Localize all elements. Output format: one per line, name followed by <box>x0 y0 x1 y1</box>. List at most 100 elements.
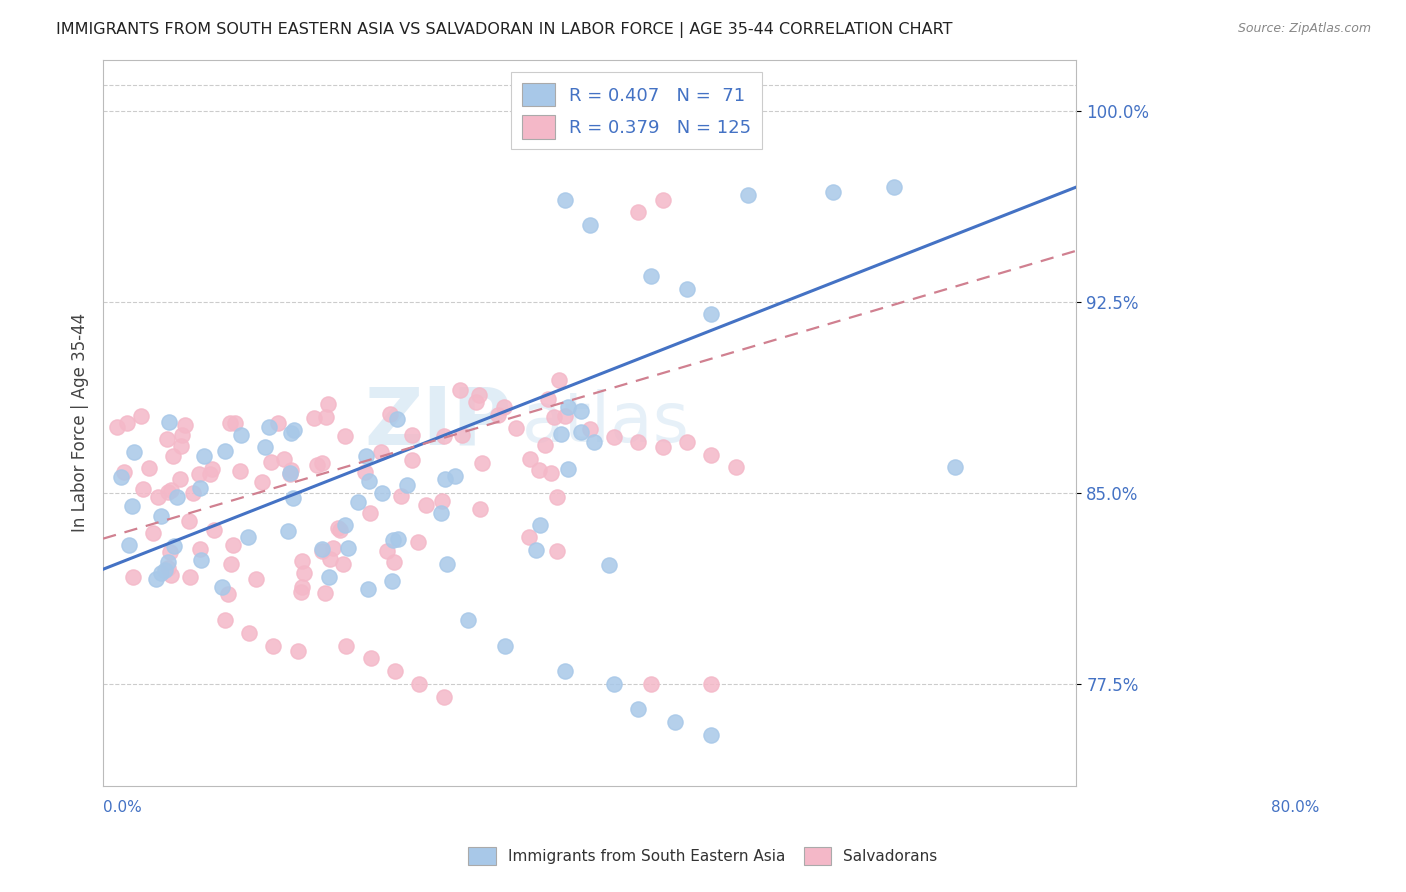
Point <box>287 644 309 658</box>
Point <box>231 428 253 442</box>
Point <box>202 523 225 537</box>
Point <box>292 566 315 580</box>
Point <box>457 613 479 627</box>
Point <box>433 690 456 704</box>
Point <box>540 467 562 481</box>
Point <box>224 416 246 430</box>
Point <box>640 677 662 691</box>
Point <box>124 444 146 458</box>
Point <box>354 465 377 479</box>
Point <box>384 664 406 678</box>
Point <box>214 613 236 627</box>
Point <box>281 491 304 505</box>
Point <box>464 394 486 409</box>
Point <box>436 557 458 571</box>
Point <box>387 532 409 546</box>
Point <box>188 467 211 481</box>
Point <box>444 469 467 483</box>
Point <box>149 509 172 524</box>
Point <box>260 455 283 469</box>
Y-axis label: In Labor Force | Age 35-44: In Labor Force | Age 35-44 <box>72 313 89 533</box>
Point <box>219 417 242 431</box>
Point <box>557 401 579 415</box>
Point <box>262 639 284 653</box>
Point <box>156 561 179 575</box>
Point <box>311 456 333 470</box>
Point <box>583 435 606 450</box>
Point <box>162 449 184 463</box>
Point <box>823 185 845 199</box>
Point <box>449 384 471 398</box>
Point <box>159 568 181 582</box>
Point <box>311 541 333 556</box>
Point <box>401 453 423 467</box>
Point <box>651 440 673 454</box>
Text: 0.0%: 0.0% <box>103 800 142 815</box>
Point <box>335 639 357 653</box>
Point <box>160 483 183 497</box>
Point <box>401 428 423 442</box>
Point <box>527 463 550 477</box>
Point <box>267 416 290 430</box>
Point <box>546 544 568 558</box>
Point <box>389 489 412 503</box>
Point <box>640 269 662 284</box>
Point <box>578 103 600 118</box>
Point <box>326 521 349 535</box>
Point <box>283 423 305 437</box>
Point <box>700 307 723 321</box>
Point <box>238 626 260 640</box>
Point <box>550 426 572 441</box>
Point <box>318 570 340 584</box>
Point <box>156 432 179 446</box>
Point <box>434 471 457 485</box>
Point <box>173 418 195 433</box>
Point <box>122 570 145 584</box>
Point <box>700 677 723 691</box>
Point <box>554 193 576 207</box>
Point <box>238 530 260 544</box>
Point <box>387 411 409 425</box>
Point <box>211 580 233 594</box>
Point <box>543 409 565 424</box>
Point <box>250 475 273 489</box>
Point <box>627 434 650 449</box>
Point <box>190 553 212 567</box>
Point <box>105 420 128 434</box>
Point <box>603 430 626 444</box>
Point <box>159 545 181 559</box>
Point <box>132 482 155 496</box>
Point <box>188 481 211 495</box>
Point <box>524 543 547 558</box>
Point <box>138 461 160 475</box>
Point <box>381 533 404 548</box>
Point <box>145 572 167 586</box>
Point <box>433 429 456 443</box>
Point <box>153 563 176 577</box>
Point <box>664 715 686 730</box>
Point <box>278 467 301 481</box>
Point <box>737 187 759 202</box>
Point <box>305 458 328 473</box>
Point <box>370 444 392 458</box>
Point <box>314 586 336 600</box>
Point <box>430 506 453 520</box>
Point <box>280 425 302 440</box>
Point <box>492 400 515 414</box>
Legend: Immigrants from South Eastern Asia, Salvadorans: Immigrants from South Eastern Asia, Salv… <box>463 841 943 871</box>
Point <box>142 526 165 541</box>
Point <box>430 493 453 508</box>
Point <box>554 664 576 678</box>
Point <box>676 434 699 449</box>
Point <box>360 651 382 665</box>
Point <box>332 557 354 571</box>
Point <box>316 396 339 410</box>
Point <box>468 387 491 401</box>
Point <box>375 543 398 558</box>
Point <box>382 555 405 569</box>
Point <box>221 557 243 571</box>
Point <box>157 485 180 500</box>
Point <box>112 465 135 479</box>
Point <box>311 544 333 558</box>
Point <box>554 103 576 118</box>
